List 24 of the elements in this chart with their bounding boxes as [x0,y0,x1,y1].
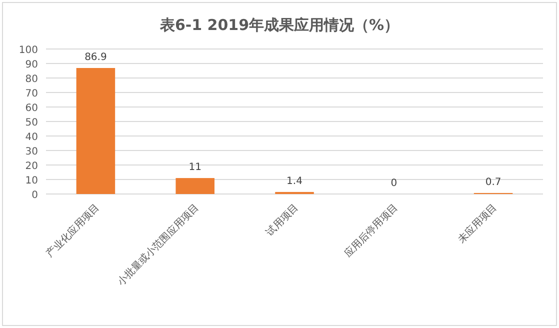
y-tick-label: 70 [25,88,38,100]
bar [76,68,116,194]
y-tick-label: 90 [25,60,38,70]
x-tick-label: 未应用项目 [456,202,500,246]
x-tick-label: 应用后停用项目 [342,202,400,260]
y-tick-label: 100 [18,45,38,56]
bar [176,178,214,194]
x-tick-label: 产业化应用项目 [44,202,102,260]
y-tick-label: 20 [25,161,38,172]
data-label: 0.7 [485,176,502,188]
data-label: 86.9 [84,52,107,63]
y-tick-label: 0 [32,190,38,201]
chart-title: 表6-1 2019年成果应用情况（%） [158,16,400,34]
y-tick-label: 50 [25,118,38,128]
y-tick-label: 60 [25,103,38,114]
data-label: 1.4 [286,176,302,187]
data-label: 0 [390,178,398,189]
y-tick-label: 10 [25,176,38,186]
y-tick-label: 80 [25,74,38,85]
y-tick-label: 40 [25,132,38,143]
x-tick-label: 试用项目 [264,202,301,238]
y-tick-label: 30 [25,146,38,158]
x-tick-label: 小批量或小范围应用项目 [114,202,202,288]
data-label: 11 [188,162,202,174]
